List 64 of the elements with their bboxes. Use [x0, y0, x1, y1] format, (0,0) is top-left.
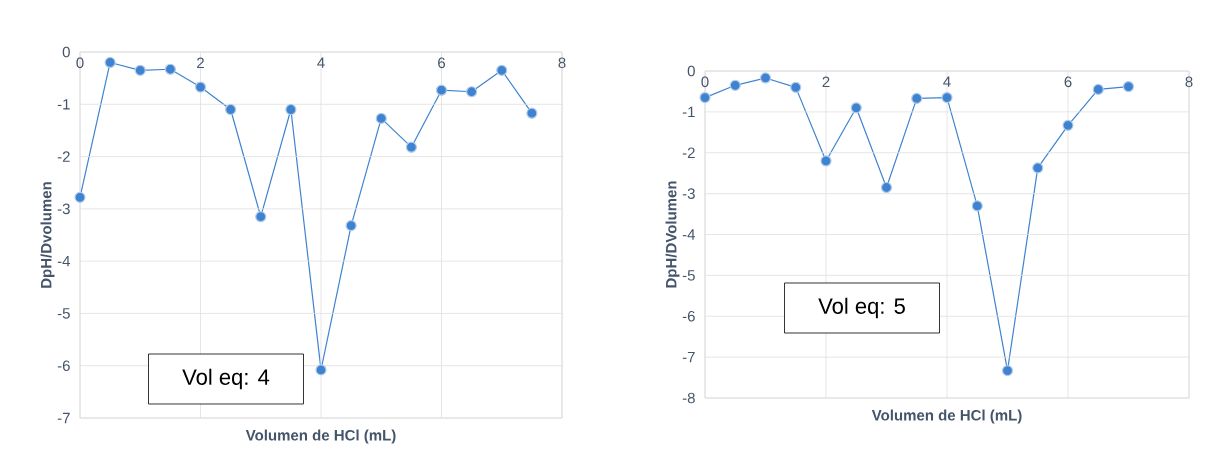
- y-tick-label: -7: [682, 351, 695, 363]
- point: [526, 107, 538, 119]
- y-tick-label: 0: [687, 65, 695, 77]
- point: [880, 181, 893, 194]
- point: [1092, 83, 1104, 95]
- point: [134, 64, 146, 76]
- x-tick-label: 2: [822, 76, 830, 88]
- y-tick-label: -4: [57, 255, 71, 267]
- point: [911, 92, 923, 104]
- x-tick-label: 6: [438, 57, 446, 69]
- y-tick-label: -6: [682, 310, 695, 322]
- point: [375, 112, 387, 125]
- point: [496, 64, 508, 76]
- x-tick-label: 8: [1185, 76, 1193, 88]
- y-axis-title: DpH/Dvolumen: [40, 182, 55, 288]
- point: [850, 102, 862, 114]
- point: [820, 155, 832, 167]
- point: [285, 103, 297, 116]
- annotation: Vol eq: 4: [182, 368, 270, 390]
- point: [1062, 119, 1074, 131]
- x-tick-label: 2: [197, 57, 204, 69]
- x-tick-label: 8: [558, 57, 566, 69]
- y-tick-label: -2: [682, 147, 695, 158]
- point: [405, 141, 417, 153]
- y-tick-label: 0: [62, 46, 70, 58]
- y-axis-title: DpH/DVolumen: [665, 181, 680, 288]
- x-tick-label: 4: [943, 76, 951, 87]
- x-axis-title: Volumen de HCl (mL): [871, 409, 1022, 424]
- point: [466, 86, 478, 98]
- y-tick-label: -3: [682, 188, 695, 199]
- y-tick-label: -2: [57, 151, 70, 162]
- x-tick-label: 0: [701, 76, 709, 88]
- y-tick-label: -5: [682, 270, 695, 281]
- point: [225, 103, 237, 116]
- x-tick-label: 4: [317, 57, 325, 68]
- y-tick-label: -5: [57, 308, 70, 319]
- point: [941, 91, 953, 104]
- y-tick-label: -3: [57, 203, 70, 215]
- point: [729, 79, 741, 91]
- point: [194, 81, 207, 93]
- x-tick-label: 6: [1064, 76, 1072, 88]
- point: [315, 364, 327, 376]
- y-tick-label: -4: [682, 229, 696, 240]
- point: [1001, 365, 1014, 377]
- point: [1032, 162, 1044, 174]
- y-tick-label: -7: [57, 412, 70, 424]
- point: [971, 200, 983, 212]
- point: [255, 211, 267, 223]
- point: [74, 191, 86, 203]
- annotation: Vol eq: 5: [818, 297, 905, 319]
- point: [790, 81, 802, 93]
- point: [435, 84, 448, 96]
- y-tick-label: -6: [57, 360, 70, 372]
- x-tick-label: 0: [76, 57, 84, 69]
- y-tick-label: -1: [682, 106, 695, 118]
- x-axis-title: Volumen de HCl (mL): [245, 429, 396, 444]
- point: [699, 91, 711, 104]
- point: [759, 72, 772, 84]
- point: [345, 219, 357, 232]
- point: [104, 56, 116, 69]
- y-tick-label: -1: [57, 99, 70, 110]
- point: [164, 63, 176, 75]
- point: [1122, 80, 1135, 93]
- y-tick-label: -8: [682, 392, 695, 404]
